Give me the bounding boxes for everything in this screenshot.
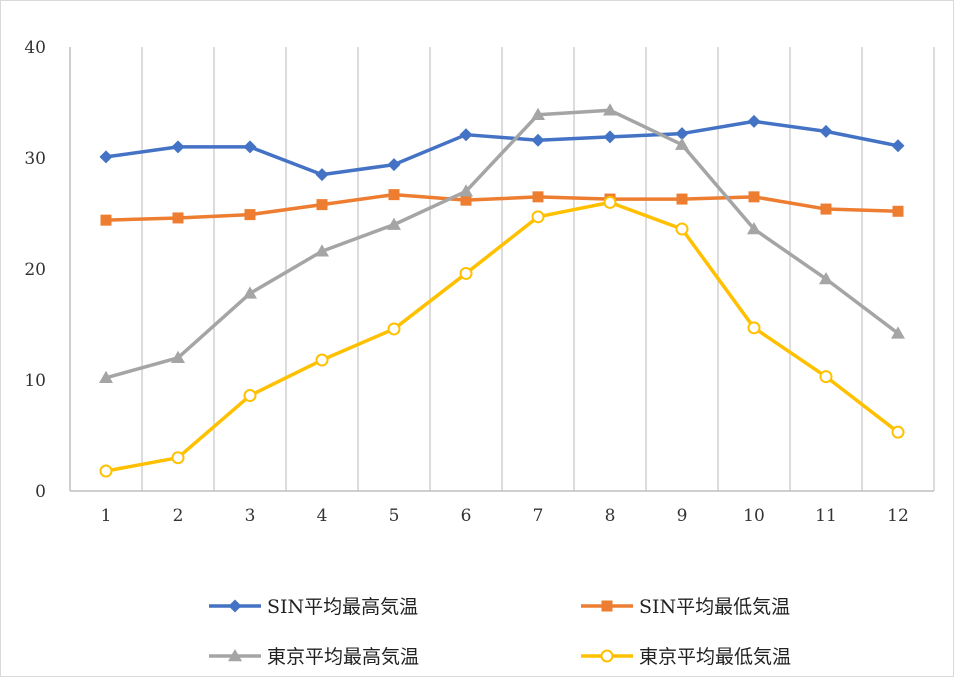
legend-item-3: 東京平均最高気温 [209, 646, 419, 668]
data-point-series-3 [603, 103, 617, 116]
data-point-series-3 [99, 370, 113, 384]
legend-item-1: SIN平均最高気温 [209, 596, 418, 618]
data-point-series-4 [243, 389, 257, 403]
legend-label: SIN平均最低気温 [639, 596, 790, 618]
x-tick-label: 10 [743, 506, 765, 526]
series-line-1 [105, 119, 899, 177]
x-tick-label: 5 [389, 506, 400, 526]
legend-marker [601, 600, 613, 612]
data-point-series-3 [531, 107, 545, 120]
data-point-series-3 [459, 184, 473, 197]
data-point-series-4 [531, 210, 545, 224]
legend-label: SIN平均最高気温 [267, 596, 418, 618]
legend-marker [600, 649, 614, 663]
data-point-series-2 [244, 209, 256, 221]
x-tick-label: 8 [605, 506, 616, 526]
data-point-series-3 [675, 137, 689, 150]
data-point-series-2 [892, 205, 904, 217]
data-point-series-1 [315, 168, 329, 182]
x-tick-label: 4 [317, 506, 328, 526]
legend-item-4: 東京平均最低気温 [581, 646, 791, 668]
series-markers [99, 103, 905, 478]
y-tick-label: 40 [24, 38, 46, 58]
series-lines [105, 108, 900, 473]
data-point-series-2 [316, 199, 328, 211]
legend-marker [228, 649, 242, 662]
data-point-series-1 [675, 127, 689, 141]
x-tick-label: 1 [101, 506, 112, 526]
data-point-series-1 [99, 150, 113, 164]
data-point-series-1 [387, 158, 401, 172]
x-tick-label: 9 [677, 506, 688, 526]
data-point-series-3 [891, 326, 905, 339]
y-tick-label: 0 [35, 482, 46, 502]
data-point-series-1 [531, 133, 545, 147]
y-tick-label: 10 [24, 371, 46, 391]
data-point-series-2 [532, 191, 544, 203]
data-point-series-3 [387, 217, 401, 230]
x-tick-label: 2 [173, 506, 184, 526]
x-tick-label: 3 [245, 506, 256, 526]
data-point-series-4 [603, 195, 617, 209]
legend-item-2: SIN平均最低気温 [581, 596, 790, 618]
data-point-series-3 [819, 271, 833, 285]
data-point-series-4 [459, 266, 473, 280]
y-tick-label: 20 [24, 260, 46, 280]
data-point-series-2 [676, 193, 688, 205]
data-point-series-4 [171, 451, 185, 465]
data-point-series-1 [603, 130, 617, 144]
data-point-series-3 [243, 286, 257, 299]
x-tick-label: 11 [815, 506, 837, 526]
x-tick-label: 6 [461, 506, 472, 526]
data-point-series-2 [820, 203, 832, 215]
data-point-series-2 [748, 191, 760, 203]
series-line-2 [105, 192, 899, 222]
legend-label: 東京平均最高気温 [267, 646, 419, 668]
y-tick-label: 30 [24, 149, 46, 169]
data-point-series-4 [315, 353, 329, 367]
data-point-series-3 [747, 222, 761, 235]
x-tick-label: 12 [887, 506, 909, 526]
data-point-series-2 [388, 189, 400, 201]
data-point-series-1 [891, 139, 905, 153]
legend-marker [228, 599, 242, 613]
data-point-series-3 [171, 350, 185, 364]
data-point-series-3 [315, 244, 329, 257]
data-point-series-4 [675, 222, 689, 236]
data-point-series-1 [243, 140, 257, 154]
data-point-series-4 [891, 425, 905, 439]
series-line-3 [105, 108, 900, 380]
data-point-series-2 [100, 214, 112, 226]
data-point-series-2 [460, 194, 472, 206]
data-point-series-1 [171, 140, 185, 154]
series-line-4 [105, 200, 900, 473]
data-point-series-2 [172, 212, 184, 224]
data-point-series-1 [459, 128, 473, 142]
gridlines [141, 47, 935, 491]
x-tick-label: 7 [533, 506, 544, 526]
data-point-series-1 [747, 114, 761, 128]
data-point-series-4 [99, 464, 113, 478]
data-point-series-4 [747, 321, 761, 335]
data-point-series-4 [819, 370, 833, 384]
data-point-series-4 [387, 322, 401, 336]
legend-label: 東京平均最低気温 [639, 646, 791, 668]
data-point-series-1 [819, 124, 833, 138]
axes [69, 47, 934, 492]
